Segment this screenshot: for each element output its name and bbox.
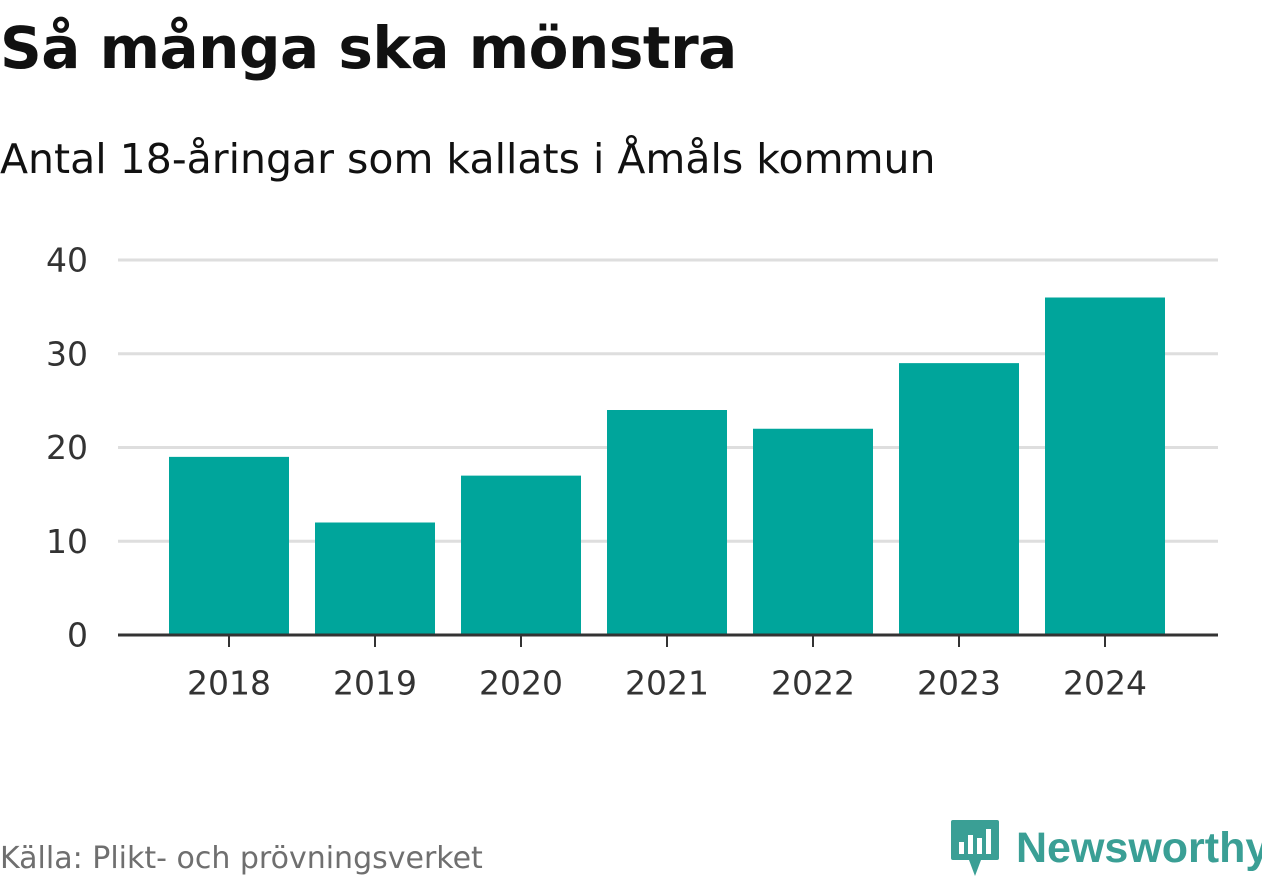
x-tick-label: 2020 bbox=[479, 664, 563, 703]
bar-2019 bbox=[315, 522, 435, 635]
y-tick-label: 10 bbox=[46, 522, 88, 561]
bar-2024 bbox=[1045, 297, 1165, 635]
bar-2023 bbox=[899, 363, 1019, 635]
x-tick-label: 2023 bbox=[917, 664, 1001, 703]
newsworthy-logo-icon bbox=[951, 820, 999, 876]
x-tick-label: 2021 bbox=[625, 664, 709, 703]
brand-logo: Newsworthy bbox=[950, 818, 1262, 878]
y-tick-label: 30 bbox=[46, 334, 88, 373]
source-note: Källa: Plikt- och prövningsverket bbox=[0, 841, 483, 876]
x-axis bbox=[118, 633, 1218, 647]
y-tick-label: 0 bbox=[67, 616, 88, 655]
x-tick-label: 2018 bbox=[187, 664, 271, 703]
x-tick-label: 2024 bbox=[1063, 664, 1147, 703]
x-axis-tick-labels: 2018 2019 2020 2021 2022 2023 2024 bbox=[187, 664, 1147, 703]
chart-title: Så många ska mönstra bbox=[0, 14, 737, 82]
x-tick-label: 2022 bbox=[771, 664, 855, 703]
bars bbox=[169, 297, 1165, 635]
brand-name: Newsworthy bbox=[1016, 824, 1262, 872]
chart-subtitle: Antal 18-åringar som kallats i Åmåls kom… bbox=[0, 135, 936, 183]
y-tick-label: 40 bbox=[46, 241, 88, 280]
y-axis-tick-labels: 0 10 20 30 40 bbox=[46, 241, 88, 655]
y-tick-label: 20 bbox=[46, 428, 88, 467]
bar-2020 bbox=[461, 475, 581, 635]
x-tick-label: 2019 bbox=[333, 664, 417, 703]
bar-2021 bbox=[607, 410, 727, 635]
bar-2018 bbox=[169, 456, 289, 635]
bar-2022 bbox=[753, 428, 873, 635]
